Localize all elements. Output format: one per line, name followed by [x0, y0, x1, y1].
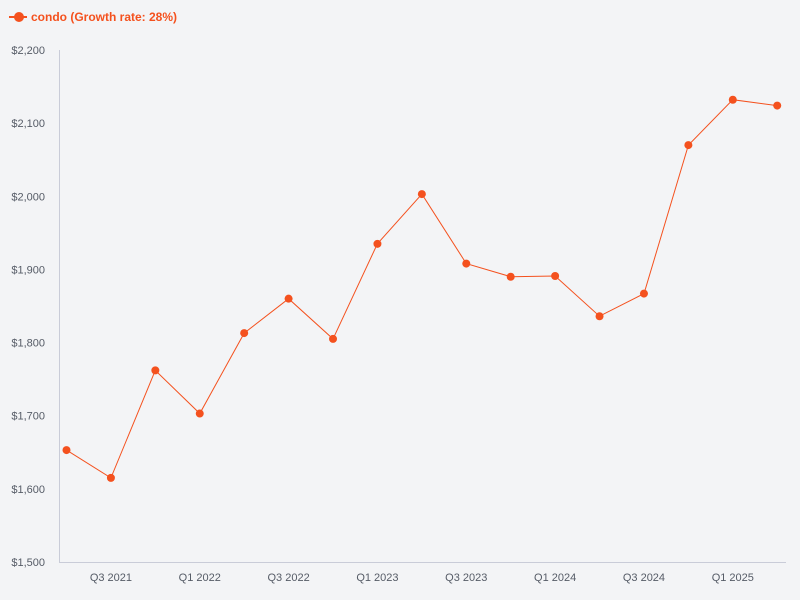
y-tick-label: $1,700: [11, 411, 45, 423]
x-tick-label: Q3 2021: [90, 572, 132, 584]
data-point[interactable]: [284, 294, 293, 303]
data-point[interactable]: [62, 446, 71, 455]
x-tick-label: Q3 2024: [623, 572, 665, 584]
data-point[interactable]: [195, 409, 204, 418]
x-tick-label: Q3 2023: [445, 572, 487, 584]
x-tick-label: Q1 2023: [356, 572, 398, 584]
data-point[interactable]: [373, 239, 382, 248]
data-point[interactable]: [639, 289, 648, 298]
x-tick-label: Q1 2024: [534, 572, 576, 584]
y-tick-label: $2,000: [11, 191, 45, 203]
y-tick-label: $2,200: [11, 45, 45, 57]
legend-marker-dot: [14, 12, 24, 22]
y-tick-label: $1,600: [11, 484, 45, 496]
y-tick-label: $1,900: [11, 264, 45, 276]
data-point[interactable]: [551, 272, 560, 281]
data-point[interactable]: [417, 190, 426, 199]
y-tick-label: $2,100: [11, 118, 45, 130]
y-tick-label: $1,800: [11, 338, 45, 350]
data-point[interactable]: [106, 473, 115, 482]
data-point[interactable]: [506, 272, 515, 281]
series-line: [66, 99, 778, 479]
series-group: [62, 95, 782, 482]
legend-marker-icon: [9, 8, 27, 26]
data-point[interactable]: [329, 334, 338, 343]
data-point[interactable]: [684, 141, 693, 150]
data-point[interactable]: [462, 259, 471, 268]
x-tick-label: Q1 2025: [712, 572, 754, 584]
legend-label: condo (Growth rate: 28%): [31, 10, 178, 24]
x-tick-label: Q3 2022: [267, 572, 309, 584]
data-point[interactable]: [728, 95, 737, 104]
legend[interactable]: condo (Growth rate: 28%): [9, 8, 177, 26]
data-point[interactable]: [595, 312, 604, 321]
y-tick-labels: $2,200 $2,100 $2,000 $1,900 $1,800 $1,700 $1,6…: [11, 45, 45, 569]
data-point[interactable]: [773, 101, 782, 110]
data-point[interactable]: [240, 329, 249, 338]
x-tick-labels: Q3 2021 Q1 2022 Q3 2022 Q1 2023 Q3 2023 Q1 20…: [90, 572, 754, 584]
x-tick-label: Q1 2022: [179, 572, 221, 584]
data-point[interactable]: [151, 366, 160, 375]
y-tick-label: $1,500: [11, 557, 45, 569]
